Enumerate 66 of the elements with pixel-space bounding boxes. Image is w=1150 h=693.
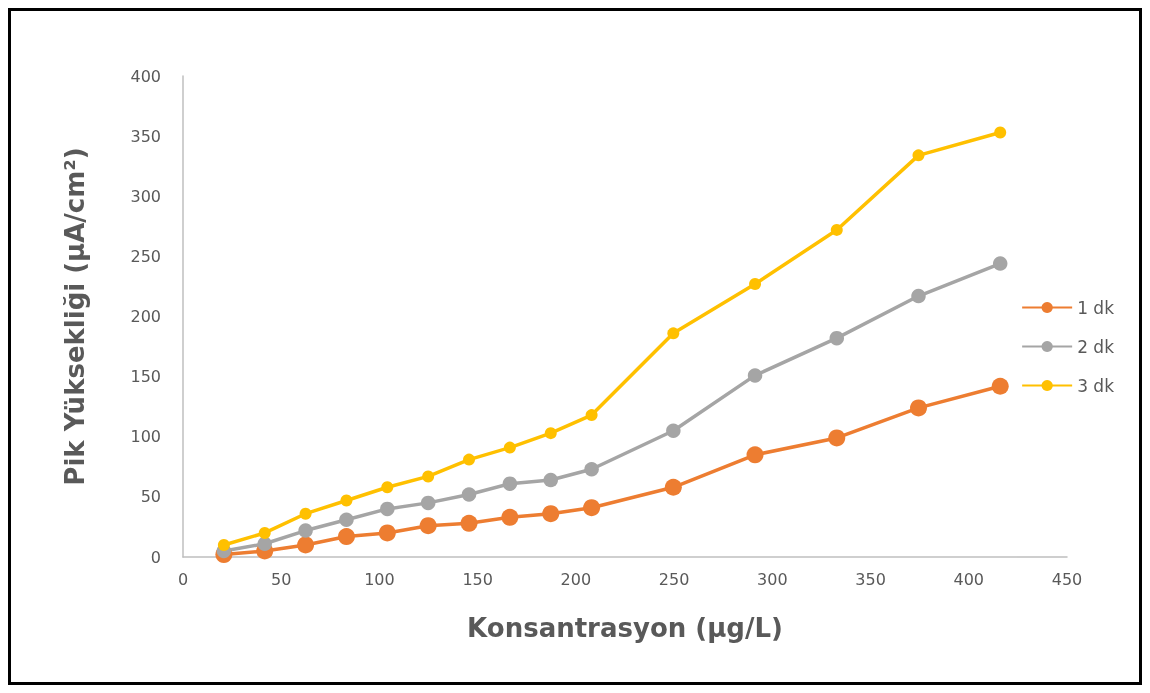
x-tick-label: 450 [1051,569,1083,589]
point [337,528,355,546]
point [257,536,272,552]
x-tick-label: 250 [658,569,690,589]
point [543,472,558,488]
point [749,278,762,291]
x-tick-label: 350 [855,569,886,589]
point [746,446,764,464]
x-tick-label: 100 [364,569,395,589]
point [911,288,926,304]
point [544,427,557,440]
y-tick-label: 200 [130,307,161,326]
point [217,538,230,551]
point [910,399,927,417]
point [667,327,680,340]
legend-label: 1 dk [1077,297,1115,318]
point [419,517,437,535]
point [585,409,598,422]
point [422,470,435,483]
point [994,126,1007,139]
point [666,423,681,438]
point [461,487,477,502]
legend-label: 3 dk [1077,375,1115,396]
point [258,526,271,539]
point [339,512,354,527]
point [991,377,1009,395]
point [829,330,845,346]
point [583,499,601,517]
y-tick-label: 50 [140,487,161,507]
x-tick-label: 50 [271,569,292,589]
y-tick-label: 0 [150,547,161,567]
point [297,536,315,554]
x-tick-label: 0 [177,569,189,589]
point [502,476,518,491]
point [503,441,516,454]
legend-label: 2 dk [1077,336,1115,357]
point [828,429,846,447]
point [299,507,312,520]
x-tick-label: 400 [953,569,985,589]
point [420,495,436,511]
x-axis-title: Konsantrasyon (µg/L) [467,613,783,643]
point [463,453,476,466]
y-tick-label: 100 [130,427,161,447]
y-tick-label: 400 [130,66,161,86]
y-axis-title: Pik Yüksekliği (µA/cm²) [60,147,90,486]
point [501,508,519,526]
point [912,149,925,162]
point [340,494,353,507]
x-tick-label: 300 [757,569,788,589]
point [664,478,682,496]
point [460,514,478,532]
point [298,523,313,538]
point [992,256,1008,271]
point [378,524,396,542]
y-tick-label: 300 [130,186,161,206]
point [747,368,763,383]
y-tick-label: 150 [130,367,161,387]
point [584,461,599,477]
point [542,505,560,523]
y-tick-label: 250 [130,246,161,266]
x-tick-label: 150 [462,569,493,589]
y-tick-label: 350 [130,126,161,146]
point [830,223,843,236]
x-tick-label: 200 [560,569,592,589]
point [380,501,395,517]
point [381,481,394,494]
